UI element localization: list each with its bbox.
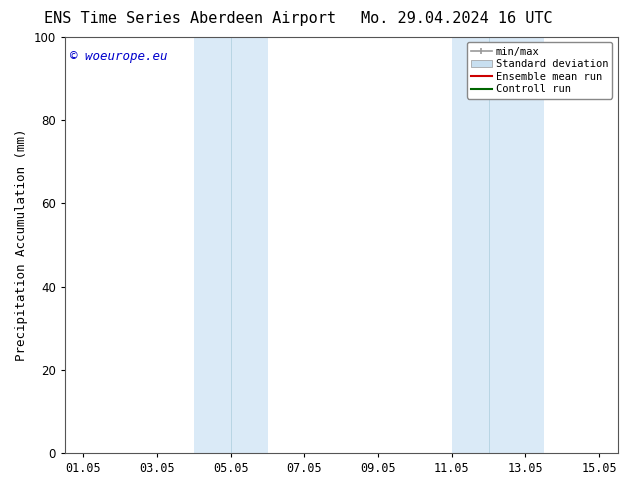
- Bar: [452, 37, 544, 453]
- Text: Mo. 29.04.2024 16 UTC: Mo. 29.04.2024 16 UTC: [361, 11, 552, 26]
- Text: © woeurope.eu: © woeurope.eu: [70, 49, 168, 63]
- Y-axis label: Precipitation Accumulation (mm): Precipitation Accumulation (mm): [15, 129, 28, 361]
- Bar: [194, 37, 268, 453]
- Text: ENS Time Series Aberdeen Airport: ENS Time Series Aberdeen Airport: [44, 11, 336, 26]
- Legend: min/max, Standard deviation, Ensemble mean run, Controll run: min/max, Standard deviation, Ensemble me…: [467, 42, 612, 98]
